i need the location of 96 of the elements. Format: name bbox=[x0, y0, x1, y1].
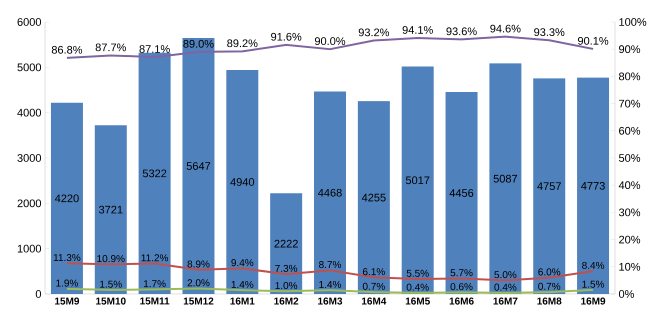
y-tick-label: 6000 bbox=[18, 18, 42, 26]
x-tick-label: 16M5 bbox=[406, 298, 430, 305]
data-label: 90.0% bbox=[314, 37, 346, 45]
data-label: 5322 bbox=[142, 169, 166, 178]
data-label: 4757 bbox=[537, 182, 561, 190]
data-label: 93.2% bbox=[358, 28, 390, 36]
data-label: 5017 bbox=[406, 176, 430, 184]
x-tick-label: 15M10 bbox=[96, 298, 126, 305]
bar bbox=[489, 63, 522, 294]
bar bbox=[182, 38, 214, 294]
data-label: 94.1% bbox=[402, 26, 433, 34]
data-label: 93.6% bbox=[446, 27, 477, 36]
y2-tick-label: 40% bbox=[618, 181, 640, 190]
x-tick-label: 16M6 bbox=[450, 298, 474, 305]
data-label: 10.9% bbox=[97, 255, 125, 262]
bar bbox=[446, 92, 478, 294]
data-label: 8.4% bbox=[582, 262, 604, 269]
y-tick-label: 2000 bbox=[18, 199, 42, 208]
data-label: 5.7% bbox=[450, 269, 473, 276]
data-label: 89.2% bbox=[227, 39, 258, 48]
data-label: 0.6% bbox=[450, 283, 473, 290]
y2-tick-label: 20% bbox=[619, 236, 640, 244]
data-label: 86.8% bbox=[52, 46, 82, 54]
data-label: 4940 bbox=[230, 178, 254, 186]
x-tick-label: 15M12 bbox=[184, 298, 214, 305]
x-tick-label: 16M2 bbox=[274, 298, 298, 305]
data-label: 6.1% bbox=[362, 268, 385, 276]
data-label: 11.3% bbox=[54, 254, 80, 262]
data-label: 5087 bbox=[494, 174, 518, 183]
data-label: 0.4% bbox=[494, 284, 516, 291]
data-label: 7.3% bbox=[275, 264, 298, 272]
bar bbox=[314, 91, 346, 294]
y-tick-label: 4000 bbox=[17, 108, 42, 117]
y-tick-label: 1000 bbox=[18, 244, 42, 253]
data-label: 1.7% bbox=[144, 280, 166, 288]
y2-tick-label: 70% bbox=[619, 100, 640, 108]
data-label: 9.4% bbox=[231, 259, 254, 266]
y2-tick-label: 60% bbox=[619, 126, 640, 135]
data-label: 0.7% bbox=[538, 282, 560, 290]
data-label: 5.0% bbox=[494, 271, 516, 278]
data-label: 1.9% bbox=[56, 280, 78, 287]
data-label: 3721 bbox=[98, 206, 122, 214]
data-label: 6.0% bbox=[538, 268, 560, 276]
x-tick-label: 15M11 bbox=[140, 298, 170, 304]
y2-tick-label: 80% bbox=[619, 72, 640, 80]
data-label: 0.7% bbox=[362, 282, 385, 290]
data-label: 1.0% bbox=[276, 282, 298, 290]
data-label: 93.3% bbox=[534, 28, 564, 36]
x-tick-label: 16M1 bbox=[230, 298, 255, 305]
data-label: 1.5% bbox=[100, 280, 122, 288]
data-label: 89.0% bbox=[183, 40, 214, 48]
data-label: 90.1% bbox=[578, 36, 608, 45]
data-label: 4220 bbox=[54, 194, 79, 202]
bar bbox=[226, 70, 258, 294]
data-label: 2.0% bbox=[188, 279, 210, 286]
x-tick-label: 15M9 bbox=[55, 298, 80, 305]
data-label: 1.4% bbox=[319, 280, 342, 288]
data-label: 11.2% bbox=[142, 254, 168, 262]
data-label: 87.1% bbox=[140, 45, 170, 53]
data-label: 91.6% bbox=[271, 32, 302, 41]
data-label: 5647 bbox=[186, 162, 210, 170]
y-tick-label: 3000 bbox=[17, 154, 42, 162]
data-label: 8.7% bbox=[319, 261, 342, 268]
x-tick-label: 16M3 bbox=[318, 298, 342, 305]
x-tick-label: 16M9 bbox=[581, 298, 606, 305]
bar bbox=[270, 193, 302, 294]
x-tick-label: 16M4 bbox=[362, 298, 386, 305]
data-label: 0.4% bbox=[406, 284, 429, 291]
data-label: 4255 bbox=[362, 194, 386, 202]
bar bbox=[50, 102, 83, 294]
bar bbox=[138, 52, 171, 294]
bar bbox=[577, 78, 610, 294]
data-label: 8.9% bbox=[188, 260, 210, 268]
bar bbox=[402, 66, 434, 294]
bar bbox=[94, 125, 127, 294]
y2-tick-label: 10% bbox=[619, 262, 640, 271]
bar bbox=[533, 78, 566, 294]
bar bbox=[358, 101, 390, 294]
x-tick-label: 16M8 bbox=[537, 298, 562, 305]
data-label: 2222 bbox=[274, 240, 298, 248]
y2-tick-label: 100% bbox=[619, 18, 646, 26]
data-label: 87.7% bbox=[96, 43, 126, 52]
y-tick-label: 0 bbox=[36, 290, 42, 298]
data-label: 5.5% bbox=[406, 270, 429, 277]
data-label: 1.5% bbox=[582, 280, 604, 288]
x-tick-label: 16M7 bbox=[494, 298, 518, 305]
data-label: 94.6% bbox=[490, 24, 521, 32]
data-label: 4468 bbox=[318, 188, 342, 197]
data-label: 1.4% bbox=[232, 280, 254, 288]
data-label: 4456 bbox=[450, 189, 474, 197]
y2-tick-label: 90% bbox=[619, 45, 640, 54]
y2-tick-label: 0% bbox=[618, 290, 634, 298]
y-tick-label: 5000 bbox=[17, 63, 42, 72]
y2-tick-label: 30% bbox=[618, 208, 640, 216]
y2-tick-label: 50% bbox=[618, 154, 640, 162]
data-label: 4773 bbox=[581, 182, 605, 190]
